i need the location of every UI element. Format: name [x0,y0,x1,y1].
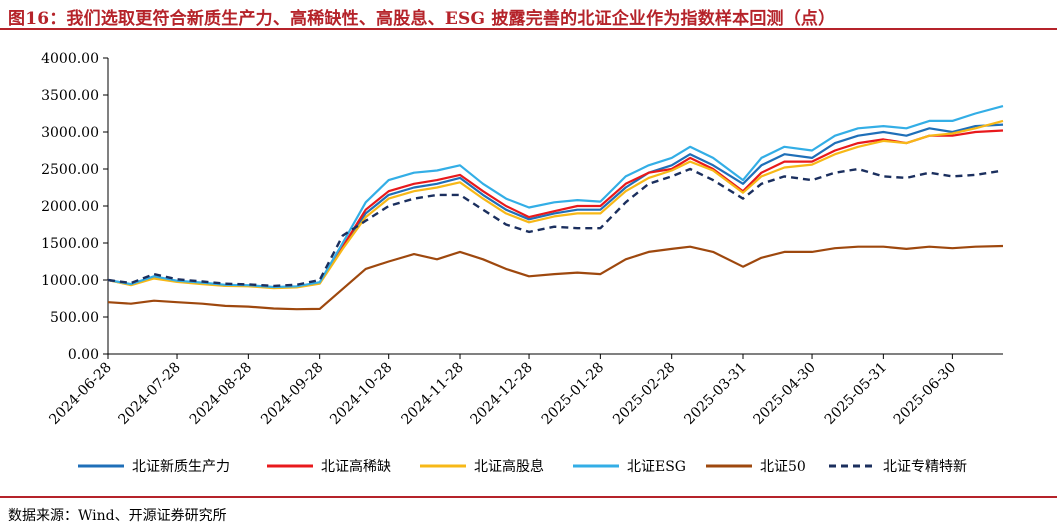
x-tick-label: 2024-10-28 [327,360,395,428]
y-tick-label: 2500.00 [41,162,99,178]
y-tick-label: 4000.00 [41,51,99,67]
title-bar: 图16：我们选取更符合新质生产力、高稀缺性、高股息、ESG 披露完善的北证企业作… [0,0,1057,30]
x-tick-label: 2025-04-30 [750,360,818,428]
line-chart: 0.00 500.00 1000.00 1500.00 2000.00 2500.00 30… [41,51,1004,475]
y-tick-label: 3000.00 [41,125,99,141]
y-tick-label: 1500.00 [41,236,99,252]
y-tick-label: 1000.00 [41,273,99,289]
footer-divider [0,496,1057,498]
legend-label-5: 北证50 [760,459,806,475]
y-tick-label: 0.00 [68,347,99,363]
x-tick-label: 2024-12-28 [467,360,535,428]
chart-title: 图16：我们选取更符合新质生产力、高稀缺性、高股息、ESG 披露完善的北证企业作… [8,9,836,29]
series-line-1 [107,123,1004,289]
source-note: 数据来源：Wind、开源证券研究所 [8,508,227,524]
series-line-3 [107,119,1004,290]
legend-label-1: 北证新质生产力 [132,459,230,475]
series-line-5 [107,244,1004,311]
series-line-2 [107,129,1004,289]
y-tick-label: 2000.00 [41,199,99,215]
legend-label-4: 北证ESG [627,459,686,475]
x-tick-label: 2025-05-31 [822,360,890,428]
series-line-6 [107,167,1004,288]
chart-axes: 0.00 500.00 1000.00 1500.00 2000.00 2500.00 30… [41,51,1003,428]
series-layer [107,105,1004,311]
x-tick-label: 2024-08-28 [187,360,255,428]
x-tick-label: 2024-07-28 [115,360,183,428]
y-tick-label: 3500.00 [41,88,99,104]
series-line-4 [107,105,1004,289]
legend: 北证新质生产力 北证高稀缺 北证高股息 北证ESG 北证50 北证专精特新 [78,458,967,475]
x-tick-label: 2025-01-28 [539,360,607,428]
legend-label-2: 北证高稀缺 [321,458,391,475]
x-tick-label: 2025-03-31 [681,360,749,428]
legend-label-6: 北证专精特新 [883,459,967,475]
x-tick-label: 2025-02-28 [610,360,678,428]
x-tick-label: 2024-11-28 [398,360,466,428]
x-tick-label: 2025-06-30 [891,360,959,428]
x-tick-label: 2024-06-28 [46,360,114,428]
y-tick-label: 500.00 [50,310,99,326]
x-tick-label: 2024-09-28 [258,360,326,428]
legend-label-3: 北证高股息 [474,458,544,475]
